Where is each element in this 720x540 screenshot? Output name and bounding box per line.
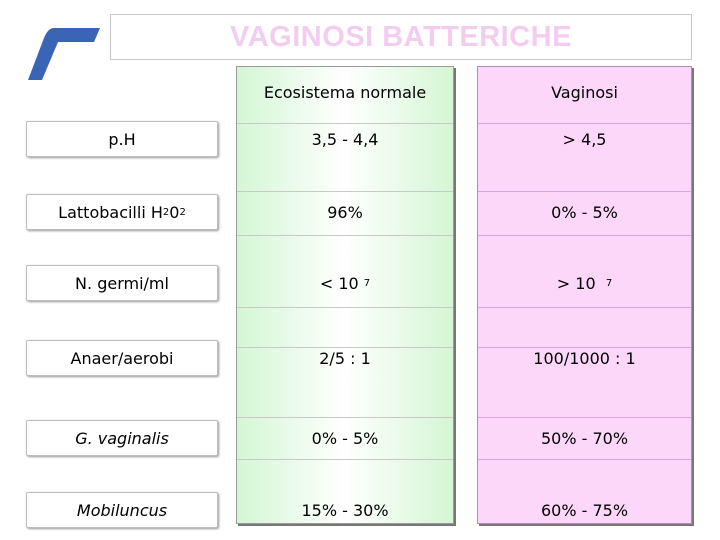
header-vaginosi: Vaginosi [551,82,618,102]
normal-value: 2/5 : 1 [319,348,371,368]
normal-value: 15% - 30% [301,500,389,520]
normal-value: 0% - 5% [311,428,379,448]
vaginosi-value: 100/1000 : 1 [533,348,636,368]
normal-value: 3,5 - 4,4 [311,129,379,149]
normal-value: < 10 7 [319,273,371,293]
page-title: VAGINOSI BATTERICHE [230,20,572,53]
title-box: VAGINOSI BATTERICHE [110,14,692,60]
row-label-mobiluncus: Mobiluncus [26,492,218,528]
vaginosi-value: 50% - 70% [540,428,629,448]
vaginosi-column [477,66,692,524]
normal-column [236,66,454,524]
row-label-gvaginalis: G. vaginalis [26,420,218,456]
row-label-anaer: Anaer/aerobi [26,340,218,376]
row-label-ph: p.H [26,121,218,157]
vaginosi-value: > 4,5 [562,129,607,149]
normal-value: 96% [327,202,363,222]
vaginosi-value: 0% - 5% [551,202,618,222]
logo-icon [28,28,100,80]
vaginosi-value: > 10 7 [556,273,613,293]
vaginosi-value: 60% - 75% [540,500,629,520]
header-normal: Ecosistema normale [263,82,427,102]
row-label-germi: N. germi/ml [26,265,218,301]
